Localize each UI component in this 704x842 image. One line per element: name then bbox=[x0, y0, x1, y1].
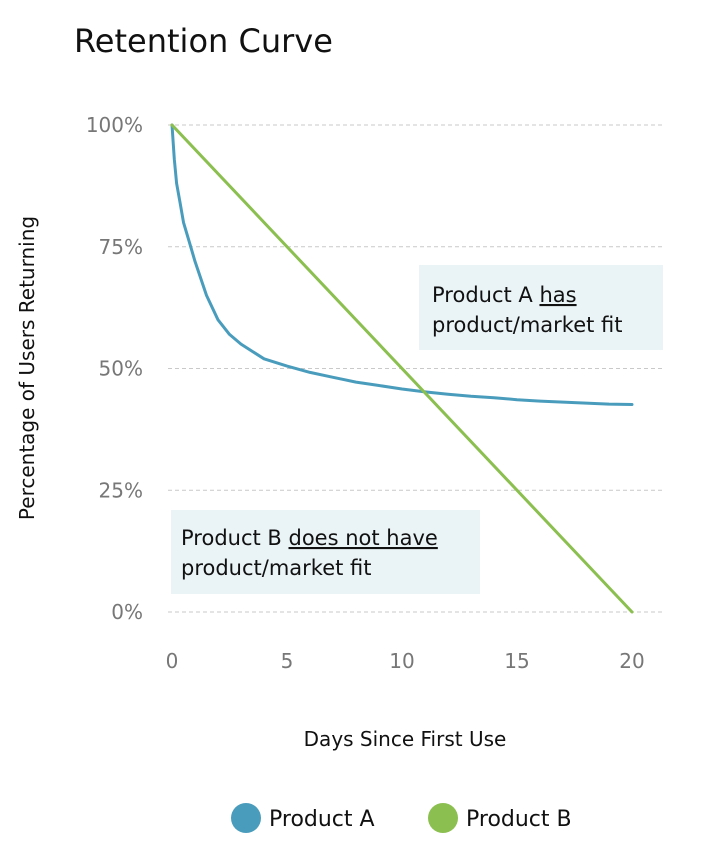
y-tick-label: 25% bbox=[99, 478, 143, 502]
y-tick-label: 100% bbox=[86, 113, 143, 137]
x-tick-label: 10 bbox=[389, 649, 414, 673]
annotation-product-a: Product A has product/market fit bbox=[419, 265, 663, 350]
legend-swatch bbox=[231, 803, 261, 833]
annotation-segment: Product B bbox=[181, 526, 289, 550]
legend-label: Product A bbox=[269, 807, 375, 832]
x-tick-label: 0 bbox=[166, 649, 179, 673]
legend-item: Product B bbox=[428, 803, 572, 833]
x-tick-label: 15 bbox=[504, 649, 529, 673]
grid bbox=[168, 124, 662, 613]
annotation-text: product/market fit bbox=[181, 556, 372, 580]
y-tick-label: 0% bbox=[111, 600, 143, 624]
series-lines bbox=[170, 123, 634, 614]
annotation-emphasis: has bbox=[539, 283, 576, 307]
annotation-segment: product/market fit bbox=[181, 556, 372, 580]
annotation-segment: product/market fit bbox=[432, 313, 623, 337]
legend: Product A Product B bbox=[231, 803, 572, 833]
annotation-text: product/market fit bbox=[432, 313, 623, 337]
annotation-text: Product B does not have bbox=[181, 526, 438, 550]
y-axis-label: Percentage of Users Returning bbox=[15, 216, 39, 520]
annotation-box bbox=[419, 265, 663, 350]
y-axis-ticks: 0% 25% 50% 75% 100% bbox=[86, 113, 143, 624]
annotation-box bbox=[171, 510, 480, 594]
chart-title: Retention Curve bbox=[74, 22, 333, 60]
series-line-product-b bbox=[170, 123, 634, 614]
legend-item: Product A bbox=[231, 803, 375, 833]
annotation-emphasis: does not have bbox=[289, 526, 438, 550]
legend-label: Product B bbox=[466, 807, 572, 832]
annotation-text: Product A has bbox=[432, 283, 577, 307]
annotation-product-b: Product B does not have product/market fi… bbox=[171, 510, 480, 594]
annotation-segment: Product A bbox=[432, 283, 539, 307]
y-tick-label: 75% bbox=[99, 235, 143, 259]
x-axis-label: Days Since First Use bbox=[304, 727, 507, 751]
y-tick-label: 50% bbox=[99, 357, 143, 381]
x-tick-label: 20 bbox=[619, 649, 644, 673]
series-line-product-a bbox=[170, 123, 634, 406]
legend-swatch bbox=[428, 803, 458, 833]
x-tick-label: 5 bbox=[281, 649, 294, 673]
x-axis-ticks: 0 5 10 15 20 bbox=[166, 649, 645, 673]
